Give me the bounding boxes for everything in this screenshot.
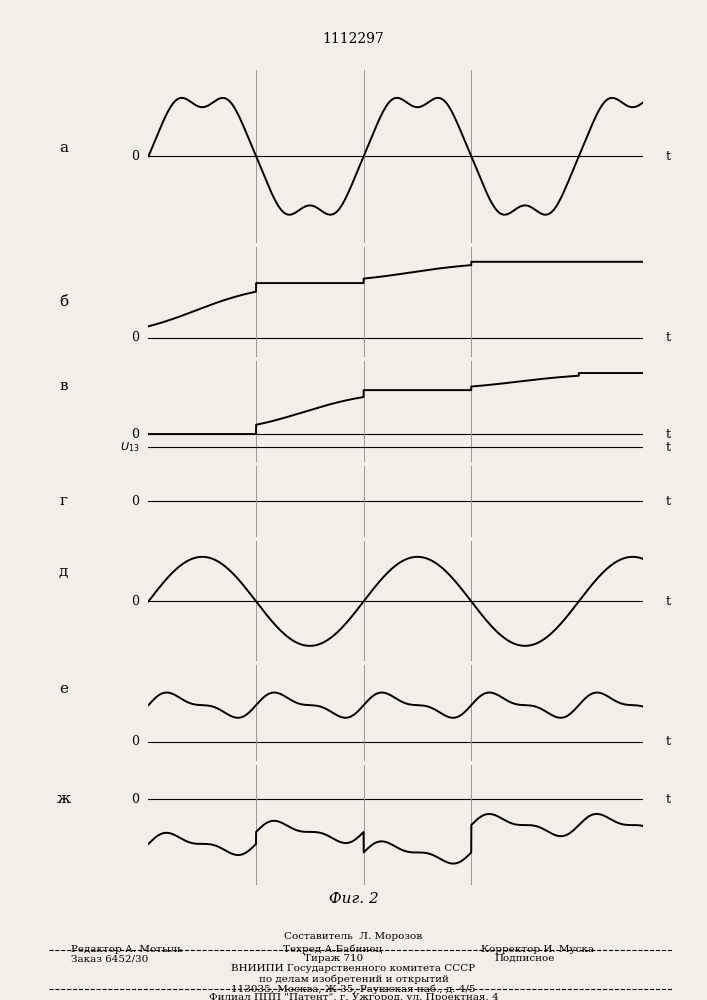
Text: 0: 0 bbox=[131, 495, 139, 508]
Text: t: t bbox=[665, 441, 671, 454]
Text: б: б bbox=[59, 295, 68, 309]
Text: t: t bbox=[665, 595, 671, 608]
Text: 0: 0 bbox=[131, 331, 139, 344]
Text: Заказ 6452/30: Заказ 6452/30 bbox=[71, 954, 148, 963]
Text: 1112297: 1112297 bbox=[322, 32, 385, 46]
Text: 0: 0 bbox=[131, 595, 139, 608]
Text: t: t bbox=[665, 428, 671, 441]
Text: t: t bbox=[665, 793, 671, 806]
Text: Корректор И. Муска: Корректор И. Муска bbox=[481, 945, 594, 954]
Text: 113035, Москва, Ж-35, Раушская наб., д. 4/5: 113035, Москва, Ж-35, Раушская наб., д. … bbox=[231, 984, 476, 994]
Text: ж: ж bbox=[57, 792, 71, 806]
Text: в: в bbox=[59, 379, 68, 393]
Text: е: е bbox=[59, 682, 68, 696]
Text: 0: 0 bbox=[131, 150, 139, 163]
Text: по делам изобретений и открытий: по делам изобретений и открытий bbox=[259, 974, 448, 984]
Text: Тираж 710: Тираж 710 bbox=[304, 954, 363, 963]
Text: Техред А.Бабинец: Техред А.Бабинец bbox=[283, 945, 382, 954]
Text: t: t bbox=[665, 735, 671, 748]
Text: t: t bbox=[665, 495, 671, 508]
Text: Редактор А. Мотыль: Редактор А. Мотыль bbox=[71, 945, 182, 954]
Text: д: д bbox=[59, 564, 69, 578]
Text: 0: 0 bbox=[131, 735, 139, 748]
Text: Фиг. 2: Фиг. 2 bbox=[329, 892, 378, 906]
Text: t: t bbox=[665, 150, 671, 163]
Text: г: г bbox=[59, 494, 68, 508]
Text: а: а bbox=[59, 141, 68, 155]
Text: Подписное: Подписное bbox=[495, 954, 555, 963]
Text: t: t bbox=[665, 331, 671, 344]
Text: Филиал ППП "Патент", г. Ужгород, ул. Проектная, 4: Филиал ППП "Патент", г. Ужгород, ул. Про… bbox=[209, 993, 498, 1000]
Text: $U_{13}$: $U_{13}$ bbox=[119, 441, 139, 454]
Text: Составитель  Л. Морозов: Составитель Л. Морозов bbox=[284, 932, 423, 941]
Text: 0: 0 bbox=[131, 428, 139, 441]
Text: 0: 0 bbox=[131, 793, 139, 806]
Text: ВНИИПИ Государственного комитета СССР: ВНИИПИ Государственного комитета СССР bbox=[231, 964, 476, 973]
